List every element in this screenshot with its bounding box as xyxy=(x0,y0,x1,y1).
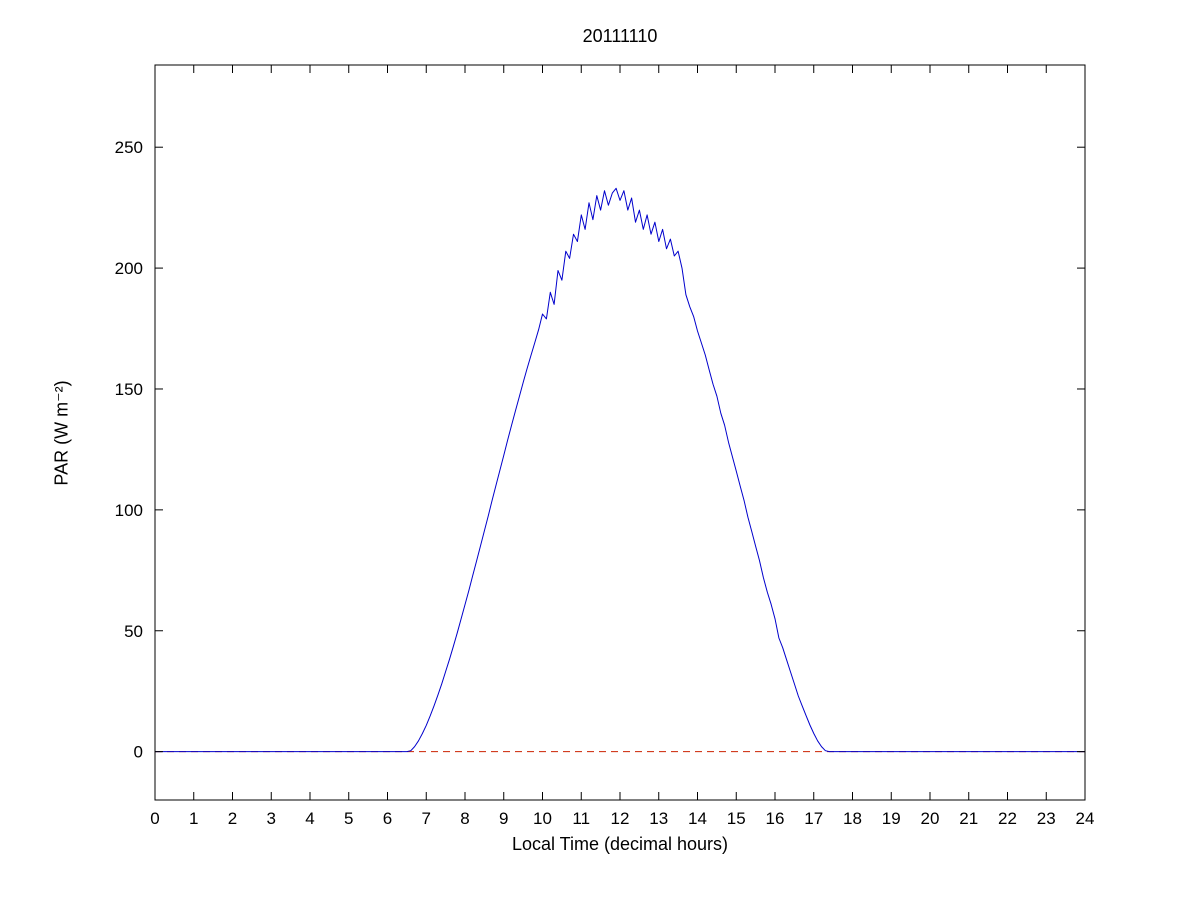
x-tick-label: 5 xyxy=(344,809,353,828)
x-tick-label: 24 xyxy=(1076,809,1095,828)
x-tick-label: 23 xyxy=(1037,809,1056,828)
y-tick-label: 0 xyxy=(134,743,143,762)
y-tick-label: 50 xyxy=(124,622,143,641)
x-tick-label: 14 xyxy=(688,809,707,828)
y-tick-label: 250 xyxy=(115,138,143,157)
x-tick-label: 17 xyxy=(804,809,823,828)
y-tick-label: 150 xyxy=(115,380,143,399)
y-tick-label: 100 xyxy=(115,501,143,520)
x-tick-label: 18 xyxy=(843,809,862,828)
x-tick-label: 6 xyxy=(383,809,392,828)
x-tick-label: 7 xyxy=(422,809,431,828)
y-tick-label: 200 xyxy=(115,259,143,278)
x-tick-label: 20 xyxy=(921,809,940,828)
x-tick-label: 9 xyxy=(499,809,508,828)
x-tick-label: 0 xyxy=(150,809,159,828)
x-tick-label: 19 xyxy=(882,809,901,828)
x-tick-label: 10 xyxy=(533,809,552,828)
x-tick-label: 3 xyxy=(267,809,276,828)
chart-title: 20111110 xyxy=(582,26,658,46)
x-tick-label: 1 xyxy=(189,809,198,828)
x-tick-label: 12 xyxy=(611,809,630,828)
x-axis-label: Local Time (decimal hours) xyxy=(511,834,729,854)
x-tick-label: 13 xyxy=(649,809,668,828)
x-tick-label: 8 xyxy=(460,809,469,828)
x-tick-label: 4 xyxy=(305,809,314,828)
x-tick-label: 11 xyxy=(572,809,590,828)
series-PAR xyxy=(155,187,1085,753)
x-tick-label: 22 xyxy=(998,809,1017,828)
axes-box xyxy=(154,64,1086,801)
x-tick-label: 2 xyxy=(228,809,237,828)
x-tick-label: 21 xyxy=(959,809,978,828)
x-tick-label: 16 xyxy=(766,809,785,828)
x-tick-label: 15 xyxy=(727,809,746,828)
